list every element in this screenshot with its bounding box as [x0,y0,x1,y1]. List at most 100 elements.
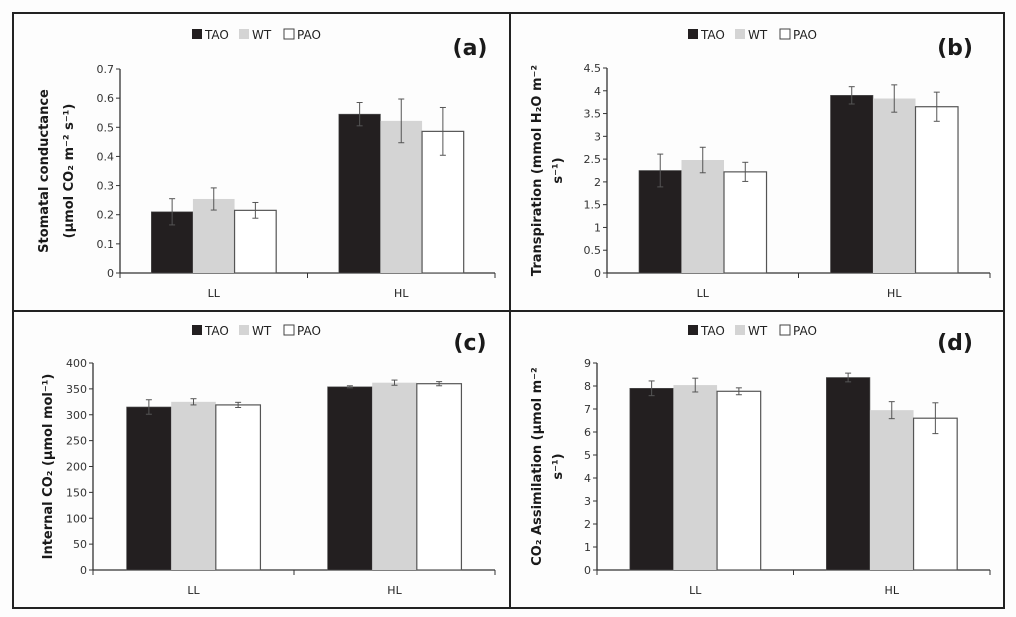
bar-tao-hl [338,113,381,274]
y-axis-label: Internal CO₂ (μmol mol⁻¹) [41,374,56,560]
bar-wt-hl [380,120,423,273]
legend: TAO WT PAO [688,324,817,338]
y-tick-label: 300 [66,409,87,422]
y-axis-label: Transpiration (mmol H₂O m⁻² [530,65,545,276]
y-tick-label: 4 [594,85,601,98]
legend-swatch-wt [735,325,745,335]
bar-wt-hl [872,98,916,274]
x-category-label: LL [187,584,200,597]
legend-label-pao: PAO [297,324,321,338]
legend-label-tao: TAO [204,28,229,42]
legend-swatch-tao [688,325,698,335]
y-tick-label: 150 [66,486,87,499]
y-tick-label: 0.2 [97,209,115,222]
legend-label-wt: WT [748,324,768,338]
y-tick-label: 3 [584,495,591,508]
y-tick-label: 250 [66,435,87,448]
panel-a: 0 0.1 0.2 0.3 0.4 0.5 0.6 0.7 LL HL TAO WT PAO (a) Sto… [37,28,496,300]
bar-pao-ll [233,209,277,274]
legend-swatch-pao [779,324,791,336]
y-tick-label: 0 [107,267,114,280]
y-tick-label: 50 [73,538,87,551]
legend-swatch-wt [239,29,249,39]
panel-tag: (d) [937,331,973,356]
x-category-label: LL [689,584,702,597]
x-category-label: HL [387,584,402,597]
bar-tao-ll [629,387,674,571]
bar-tao-ll [638,170,682,274]
bar-pao-ll [723,171,768,274]
y-tick-label: 0.5 [97,121,115,134]
panel-b: 0 0.5 1 1.5 2 2.5 3 3.5 4 4.5 LL HL TAO WT PAO (b) Trans… [530,28,991,300]
y-tick-label: 6 [584,426,591,439]
y-tick-label: 8 [584,380,591,393]
y-axis-label: (μmol CO₂ m⁻² s⁻¹) [62,104,77,239]
legend: TAO WT PAO [192,28,321,42]
y-tick-label: 0.3 [97,180,115,193]
legend-swatch-tao [192,325,202,335]
bar-wt-ll [171,401,216,570]
y-tick-label: 0 [584,564,591,577]
x-category-label: HL [885,584,900,597]
bar-pao-hl [914,106,959,274]
legend-label-tao: TAO [700,28,725,42]
y-tick-label: 3 [594,130,601,143]
y-tick-label: 0.1 [97,238,115,251]
bar-pao-hl [912,417,958,571]
bar-tao-hl [826,377,871,571]
legend-label-wt: WT [252,324,272,338]
x-category-label: HL [394,287,409,300]
bar-wt-ll [681,160,725,273]
legend-swatch-pao [779,28,791,40]
bar-pao-hl [416,383,463,571]
y-tick-label: 9 [584,357,591,370]
bar-wt-hl [869,410,914,570]
y-axis-label: CO₂ Assimilation (μmol m⁻² [530,367,545,566]
y-tick-label: 4.5 [584,62,602,75]
bar-pao-ll [716,390,762,571]
legend: TAO WT PAO [192,324,321,338]
panel-tag: (b) [937,36,973,61]
legend-label-wt: WT [252,28,272,42]
panel-c: 0 50 100 150 200 250 300 350 400 LL HL TAO WT PAO (c) I… [41,324,496,597]
legend-label-wt: WT [748,28,768,42]
bar-tao-hl [327,386,373,571]
legend-label-tao: TAO [204,324,229,338]
y-tick-label: 7 [584,403,591,416]
y-axis-label: s⁻¹) [551,453,566,479]
legend-swatch-wt [735,29,745,39]
x-category-label: LL [697,287,710,300]
y-tick-label: 0.7 [97,63,115,76]
legend-label-tao: TAO [700,324,725,338]
legend-swatch-wt [239,325,249,335]
panel-d: 0 1 2 3 4 5 6 7 8 9 LL HL TAO WT PAO (d) CO₂ Assimilatio… [530,324,991,597]
legend: TAO WT PAO [688,28,817,42]
bar-wt-ll [673,385,718,570]
y-tick-label: 0.5 [584,244,602,257]
legend-label-pao: PAO [297,28,321,42]
legend-swatch-tao [688,29,698,39]
y-axis-label: Stomatal conductance [37,89,52,253]
y-tick-label: 4 [584,472,591,485]
y-tick-label: 100 [66,512,87,525]
y-tick-label: 0.4 [97,150,115,163]
y-tick-label: 2 [584,518,591,531]
y-tick-label: 2.5 [584,153,602,166]
legend-swatch-tao [192,29,202,39]
panel-tag: (c) [453,331,486,356]
y-tick-label: 0 [594,267,601,280]
bar-pao-ll [215,404,262,571]
y-tick-label: 1 [584,541,591,554]
y-tick-label: 0 [80,564,87,577]
y-tick-label: 200 [66,461,87,474]
legend-label-pao: PAO [793,28,817,42]
y-tick-label: 400 [66,357,87,370]
y-tick-label: 5 [584,449,591,462]
y-tick-label: 1.5 [584,199,602,212]
y-axis-label: s⁻¹) [551,157,566,183]
y-tick-label: 0.6 [97,92,115,105]
bar-wt-ll [192,198,235,273]
legend-swatch-pao [283,28,295,40]
panel-tag: (a) [453,36,488,61]
